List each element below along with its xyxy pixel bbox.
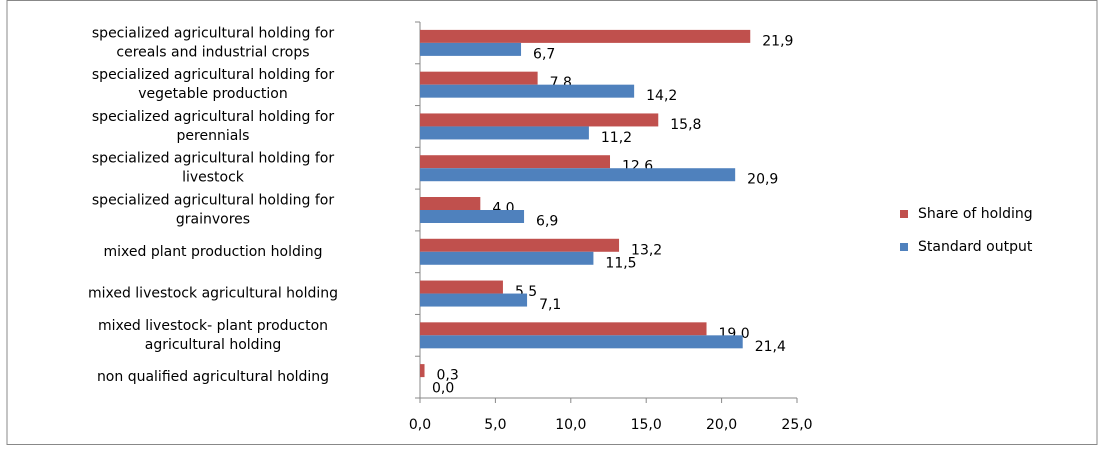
bar (420, 126, 589, 140)
y-tick-label: specialized agricultural holding for (92, 193, 334, 209)
x-tick-label: 10,0 (555, 417, 586, 433)
y-tick-label: mixed livestock agricultural holding (88, 286, 338, 302)
y-tick-label: livestock (182, 170, 245, 186)
bar (420, 71, 538, 85)
y-tick-label: mixed plant production holding (104, 244, 323, 260)
bar (420, 322, 707, 336)
value-label: 14,2 (646, 88, 677, 104)
value-label: 6,9 (536, 214, 558, 230)
y-tick-label: agricultural holding (145, 337, 281, 353)
y-tick-label: mixed livestock- plant producton (98, 318, 328, 334)
value-label: 7,1 (539, 297, 561, 313)
x-tick-label: 15,0 (631, 417, 662, 433)
y-tick-label: specialized agricultural holding for (92, 25, 334, 41)
value-label: 0,0 (432, 381, 454, 397)
value-label: 21,9 (762, 33, 793, 49)
bar (420, 42, 522, 56)
bar (420, 335, 743, 349)
bar (420, 210, 525, 223)
value-label: 20,9 (747, 172, 778, 188)
value-label: 11,5 (605, 255, 636, 271)
y-tick-label: grainvores (176, 212, 250, 228)
value-label: 21,4 (755, 339, 786, 355)
value-label: 15,8 (670, 117, 701, 133)
value-label: 0,3 (437, 368, 459, 384)
y-tick-label: vegetable production (138, 86, 287, 102)
y-tick-label: specialized agricultural holding for (92, 109, 334, 125)
legend-swatch (900, 243, 908, 251)
x-tick-label: 5,0 (484, 417, 506, 433)
x-tick-label: 25,0 (781, 417, 812, 433)
bar (420, 293, 528, 307)
bar (420, 197, 481, 210)
x-tick-label: 20,0 (706, 417, 737, 433)
chart-border (6, 0, 1098, 445)
bar (420, 84, 635, 98)
value-label: 11,2 (601, 130, 632, 146)
bar (420, 238, 620, 252)
bar (420, 280, 503, 294)
bar (420, 364, 425, 378)
legend-swatch (900, 210, 908, 218)
legend-label: Share of holding (918, 206, 1033, 222)
bar (420, 155, 611, 169)
bar (420, 251, 594, 265)
x-tick-label: 0,0 (409, 417, 431, 433)
bar (420, 113, 659, 127)
legend-label: Standard output (918, 239, 1033, 255)
bar (420, 168, 736, 182)
y-tick-label: cereals and industrial crops (116, 44, 309, 60)
value-label: 13,2 (631, 242, 662, 258)
y-tick-label: specialized agricultural holding for (92, 67, 334, 83)
y-tick-label: non qualified agricultural holding (97, 369, 329, 385)
value-label: 6,7 (533, 46, 555, 62)
bar (420, 29, 751, 43)
y-tick-label: perennials (177, 128, 250, 144)
y-tick-label: specialized agricultural holding for (92, 151, 334, 167)
